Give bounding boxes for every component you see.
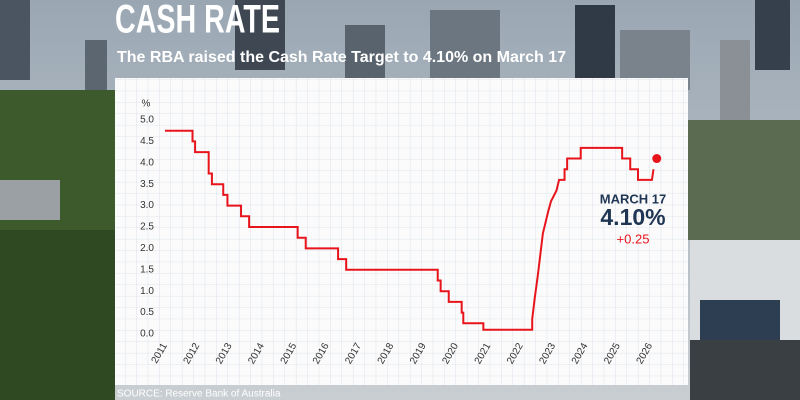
subtitle: The RBA raised the Cash Rate Target to 4… [117, 49, 566, 66]
y-tick-label: 0.0 [140, 329, 154, 340]
y-tick-label: 1.0 [140, 286, 154, 297]
line [165, 129, 655, 331]
y-tick-label: 4.5 [140, 136, 154, 147]
y-tick-label: 3.0 [140, 200, 154, 211]
y-tick-label: 4.0 [140, 157, 154, 168]
graph-paper [115, 78, 688, 385]
y-axis-label: % [142, 99, 151, 110]
highlight-point [652, 154, 662, 164]
title: CASH RATE [115, 0, 280, 42]
y-tick-label: 2.5 [140, 222, 154, 233]
y-tick-label: 2.0 [140, 243, 154, 254]
annotation-value: 4.10% [600, 204, 665, 230]
y-tick-label: 0.5 [140, 307, 154, 318]
y-tick-label: 1.5 [140, 264, 154, 275]
annotation-date: MARCH 17 [600, 191, 666, 206]
annotation-change: +0.25 [617, 231, 650, 246]
y-tick-label: 3.5 [140, 179, 154, 190]
source: SOURCE: Reserve Bank of Australia [117, 389, 281, 400]
y-tick-label: 5.0 [140, 115, 154, 126]
